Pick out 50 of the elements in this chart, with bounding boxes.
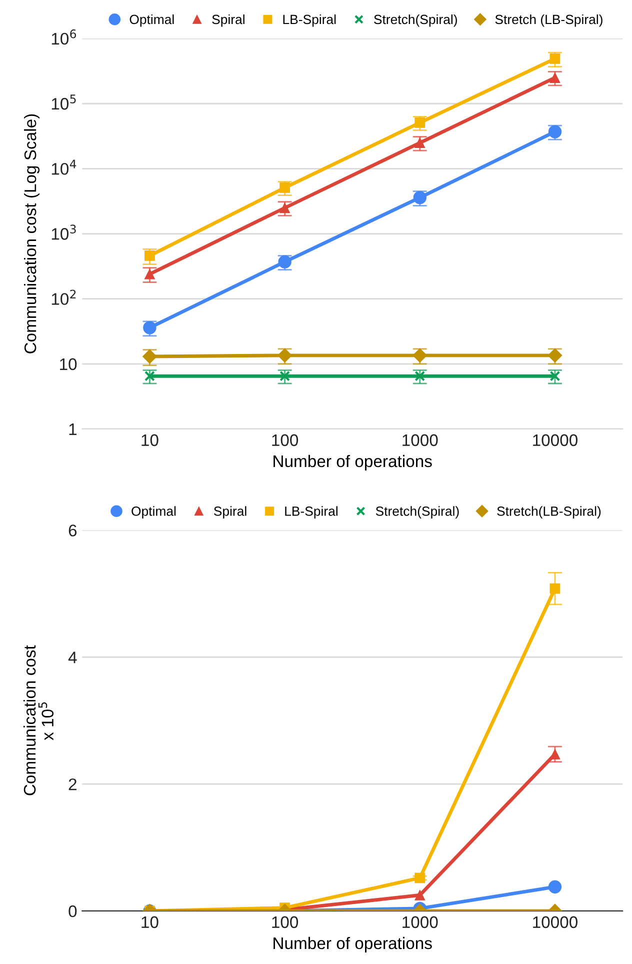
point [144, 268, 155, 280]
y-tick-label: 4 [68, 652, 77, 664]
y-tick-label: 10$^{3}$ [52, 224, 76, 240]
y-tick-label: 0 [68, 905, 77, 918]
point [414, 138, 426, 148]
point [550, 72, 560, 83]
y-tick-label: 10$^{2}$ [52, 290, 76, 305]
x-tick-label: 10000 [533, 434, 578, 446]
point [280, 370, 290, 382]
point [280, 202, 290, 214]
point [414, 370, 426, 382]
y-tick-label: 10$^{4}$ [52, 160, 76, 175]
x-tick-label: 10 [142, 916, 158, 928]
x-axis-title: Number of operations [274, 936, 432, 952]
x-tick-label: 100 [272, 916, 298, 928]
point [280, 182, 290, 193]
x-axis-title: Number of operations [274, 454, 432, 470]
point [414, 117, 426, 128]
point [550, 54, 560, 64]
point [144, 250, 155, 261]
legend-label: Stretch(Spiral) [376, 506, 459, 518]
legend-label: Stretch(LB-Spiral) [497, 506, 601, 518]
legend-label: Spiral [212, 14, 244, 27]
point [414, 872, 426, 884]
point [144, 370, 155, 382]
y-tick-label: 10 [60, 358, 77, 370]
legend-label: LB-Spiral [285, 506, 338, 518]
y-tick-label: 10$^{5}$ [52, 94, 76, 110]
point [414, 890, 426, 900]
legend-label: Stretch (LB-Spiral) [495, 14, 602, 27]
point [548, 880, 562, 894]
legend-label: Spiral [214, 506, 246, 518]
x-tick-label: 1000 [402, 916, 438, 928]
x-tick-label: 10 [142, 434, 158, 446]
x-tick-label: 100 [272, 434, 298, 446]
point [550, 583, 560, 594]
legend-label: Optimal [132, 506, 176, 518]
point [550, 749, 560, 760]
y-tick-label: 2 [68, 778, 76, 790]
legend-label: LB-Spiral [283, 14, 336, 27]
y-tick-label: 1 [69, 424, 76, 436]
y-tick-label: 10$^{6}$ [52, 29, 76, 45]
y-tick-label: 6 [68, 524, 77, 536]
legend-label: Optimal [130, 14, 174, 27]
point [550, 370, 560, 382]
x-tick-label: 1000 [402, 434, 438, 446]
legend-label: Stretch(Spiral) [374, 14, 457, 27]
y-axis-title: Communication cost x 10$^{5}$ [23, 645, 54, 796]
y-axis-title: Communication cost (Log Scale) [24, 114, 40, 354]
x-tick-label: 10000 [533, 916, 578, 928]
